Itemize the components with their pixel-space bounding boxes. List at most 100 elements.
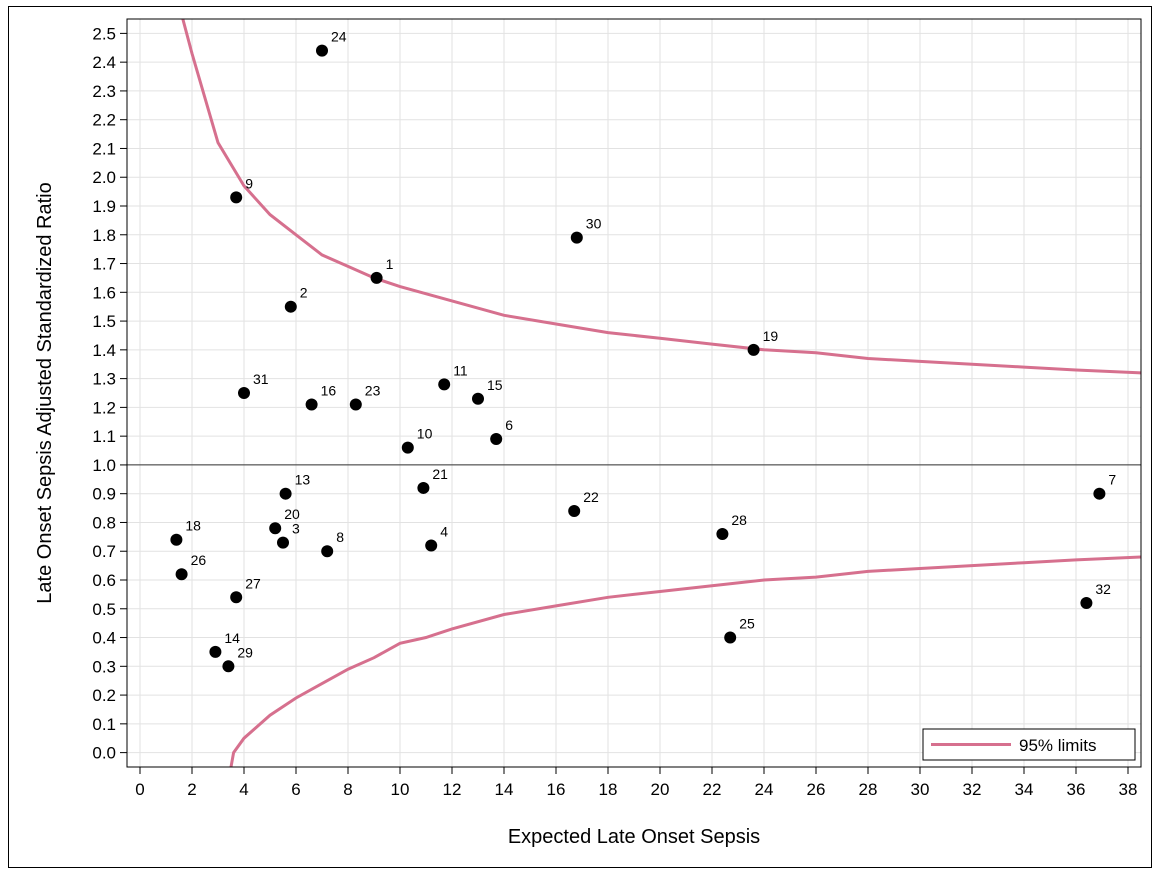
y-tick-label: 1.6	[92, 283, 116, 302]
y-tick-label: 0.9	[92, 485, 116, 504]
x-tick-label: 10	[391, 780, 410, 799]
point-label: 25	[739, 616, 755, 632]
x-tick-label: 16	[547, 780, 566, 799]
data-point	[490, 433, 503, 446]
y-tick-label: 0.0	[92, 744, 116, 763]
x-tick-label: 28	[859, 780, 878, 799]
y-tick-label: 2.4	[92, 53, 116, 72]
data-point	[747, 343, 760, 356]
y-tick-label: 1.8	[92, 226, 116, 245]
legend: 95% limits	[922, 728, 1136, 761]
x-axis-title: Expected Late Onset Sepsis	[508, 826, 760, 848]
data-point	[321, 545, 334, 558]
point-label: 11	[453, 362, 468, 378]
legend-label: 95% limits	[1019, 736, 1096, 755]
data-point	[170, 533, 183, 546]
point-label: 10	[417, 426, 433, 442]
x-tick-label: 0	[135, 780, 144, 799]
point-label: 19	[763, 328, 779, 344]
point-label: 7	[1108, 472, 1116, 488]
data-point	[568, 504, 581, 517]
x-tick-label: 24	[755, 780, 774, 799]
x-tick-label: 8	[343, 780, 352, 799]
y-tick-label: 1.4	[92, 341, 116, 360]
point-label: 18	[185, 518, 201, 534]
y-tick-label: 0.4	[92, 629, 116, 648]
y-tick-label: 1.2	[92, 398, 116, 417]
plot-area-border	[126, 18, 1142, 768]
y-tick-label: 2.2	[92, 111, 116, 130]
y-tick-label: 2.0	[92, 168, 116, 187]
limit-curves	[181, 19, 1141, 767]
point-label: 6	[505, 417, 513, 433]
point-label: 15	[487, 377, 503, 393]
point-label: 4	[440, 523, 448, 539]
y-tick-label: 2.3	[92, 82, 116, 101]
grid-lines	[127, 19, 1141, 767]
y-tick-label: 2.5	[92, 24, 116, 43]
y-tick-label: 1.7	[92, 255, 116, 274]
point-label: 21	[432, 466, 448, 482]
x-tick-label: 6	[291, 780, 300, 799]
point-label: 32	[1095, 581, 1111, 597]
point-label: 13	[295, 472, 311, 488]
y-tick-label: 0.2	[92, 686, 116, 705]
data-point	[1093, 487, 1106, 500]
point-label: 26	[191, 552, 207, 568]
data-point	[284, 300, 297, 313]
x-tick-label: 4	[239, 780, 248, 799]
data-point	[570, 231, 583, 244]
x-tick-label: 18	[599, 780, 618, 799]
y-tick-label: 1.1	[92, 427, 116, 446]
data-point	[238, 387, 250, 399]
data-point	[222, 660, 235, 673]
point-label: 20	[284, 506, 300, 522]
data-point	[277, 536, 289, 549]
data-point	[230, 591, 243, 604]
point-label: 3	[292, 521, 300, 537]
y-tick-label: 1.5	[92, 312, 116, 331]
y-tick-label: 1.9	[92, 197, 116, 216]
lower-95-limit-curve	[229, 555, 1141, 767]
point-label: 29	[237, 644, 253, 660]
data-point	[349, 398, 362, 411]
y-tick-label: 0.5	[92, 600, 116, 619]
data-point	[209, 645, 222, 658]
x-tick-label: 32	[963, 780, 982, 799]
data-point	[401, 441, 414, 454]
x-tick-label: 14	[495, 780, 514, 799]
y-tick-label: 0.1	[92, 715, 116, 734]
data-point	[370, 271, 383, 284]
point-label: 2	[300, 285, 308, 301]
y-tick-label: 0.7	[92, 542, 116, 561]
x-tick-label: 36	[1067, 780, 1086, 799]
upper-95-limit-curve	[181, 19, 1141, 375]
point-label: 9	[245, 175, 253, 191]
x-tick-label: 26	[807, 780, 826, 799]
data-point	[316, 44, 328, 57]
point-label: 31	[253, 371, 269, 387]
data-point	[279, 487, 292, 500]
data-point	[417, 481, 430, 494]
y-axis: 0.0 0.1 0.2 0.3 0.4 0.5 0.6 0.7 0.8 0.9 1.0 1.1 1.2 1…	[92, 24, 127, 763]
x-tick-label: 12	[443, 780, 462, 799]
x-tick-label: 2	[187, 780, 196, 799]
point-label: 30	[586, 216, 602, 232]
data-point	[175, 568, 188, 581]
data-point	[1080, 597, 1093, 610]
scatter-chart: 123 4678910111314151618192021222324252627…	[34, 18, 1142, 848]
x-axis: 0 2 4 6 8 10 12 14 16 18 20 22 24 26 28 30 32 34 36 38	[135, 767, 1137, 799]
y-tick-label: 0.6	[92, 571, 116, 590]
point-label: 1	[386, 256, 394, 272]
point-label: 27	[245, 575, 261, 591]
point-label: 16	[321, 383, 337, 399]
data-point	[724, 631, 737, 644]
point-label: 22	[583, 489, 599, 505]
y-tick-label: 0.3	[92, 657, 116, 676]
data-point	[305, 398, 318, 411]
data-point	[230, 191, 243, 204]
point-label: 23	[365, 383, 381, 399]
y-tick-label: 1.0	[92, 456, 116, 475]
data-point	[716, 527, 729, 540]
x-tick-label: 22	[703, 780, 722, 799]
